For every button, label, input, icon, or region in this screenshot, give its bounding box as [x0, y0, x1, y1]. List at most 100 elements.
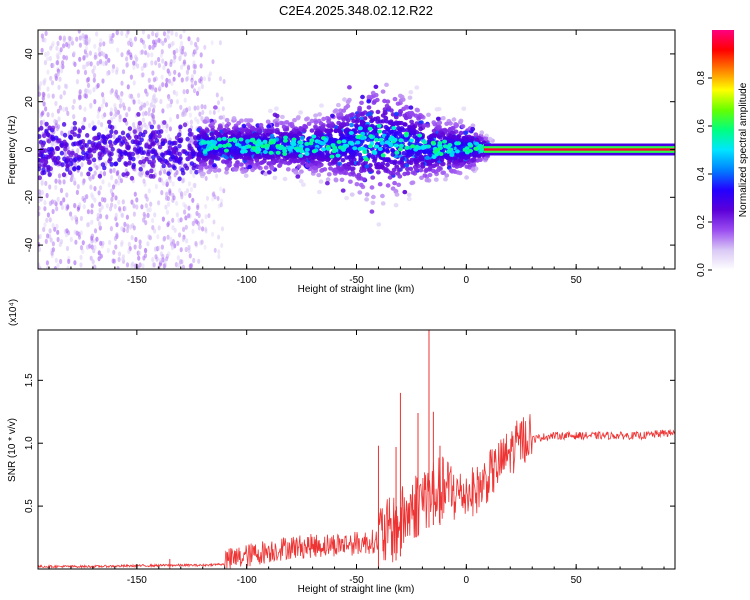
- spectrogram-cell: [217, 107, 221, 113]
- spectrogram-cell: [125, 171, 130, 177]
- spectrogram-cell: [189, 161, 195, 167]
- spectrogram-cell: [55, 159, 60, 165]
- spectrogram-cell: [470, 123, 476, 128]
- spectrogram-cell: [204, 228, 208, 234]
- spectrogram-cell: [161, 40, 165, 46]
- spectrogram-cell: [196, 135, 202, 141]
- spectrogram-cell: [182, 30, 186, 34]
- spectrogram-cell: [298, 153, 304, 158]
- spectrogram-cell: [396, 167, 402, 173]
- spectrogram-cell: [247, 155, 252, 160]
- spectrogram-cell: [366, 99, 372, 104]
- spectrogram-cell: [46, 165, 51, 171]
- spectrogram-cell: [107, 119, 112, 125]
- spectrogram-cell: [184, 165, 190, 171]
- y-tick-label: -20: [24, 190, 35, 205]
- spectrogram-cell: [465, 159, 471, 165]
- spectrogram-cell: [94, 135, 99, 141]
- spectrogram-cell: [163, 169, 167, 175]
- spectrogram-cell: [185, 238, 189, 244]
- spectrogram-cell: [357, 146, 363, 151]
- spectrogram-cell: [75, 219, 79, 225]
- spectrogram-cell: [456, 141, 461, 146]
- spectrogram-cell: [114, 212, 118, 218]
- spectrogram-cell: [428, 149, 434, 155]
- spectrogram-cell: [204, 176, 208, 181]
- spectrogram-cell: [204, 226, 208, 232]
- spectrogram-cell: [65, 192, 69, 198]
- spectrogram-cell: [138, 244, 142, 250]
- spectrogram-cell: [240, 127, 246, 133]
- spectrogram-cell: [40, 47, 44, 53]
- spectrogram-cell: [113, 106, 117, 112]
- spectrogram-cell: [113, 235, 118, 242]
- spectrogram-cell: [132, 99, 136, 105]
- spectrogram-cell: [117, 175, 121, 181]
- spectrogram-cell: [158, 257, 163, 263]
- spectrogram-cell: [205, 140, 211, 145]
- spectrogram-cell: [54, 135, 59, 141]
- spectrogram-cell: [370, 175, 376, 180]
- spectrogram-cell: [436, 106, 442, 112]
- spectrogram-cell: [414, 121, 420, 126]
- spectrogram-cell: [391, 167, 397, 172]
- spectrogram-cell: [165, 128, 169, 134]
- spectrogram-cell: [200, 104, 204, 110]
- spectrogram-cell: [120, 240, 124, 246]
- spectrogram-cell: [245, 139, 251, 144]
- spectrogram-cell: [402, 113, 408, 118]
- spectrogram-cell: [418, 126, 423, 132]
- spectrogram-cell: [313, 124, 318, 129]
- spectrogram-cell: [317, 140, 323, 145]
- spectrogram-cell: [86, 171, 91, 177]
- snr-y-axis-label: SNR (10 * v/v): [7, 418, 18, 482]
- spectrogram-cell: [440, 170, 446, 175]
- spectrogram-cell: [458, 118, 464, 124]
- spectrogram-cell: [78, 56, 82, 62]
- spectrogram-cell: [39, 81, 43, 87]
- spectrogram-cell: [54, 122, 58, 128]
- spectrogram-cell: [241, 145, 247, 150]
- spectrogram-cell: [167, 163, 172, 168]
- spectrogram-cell: [369, 209, 375, 214]
- spectrogram-cell: [348, 131, 354, 135]
- spectrogram-cell: [56, 236, 60, 243]
- spectrogram-cell: [230, 145, 236, 150]
- spectrogram-cell: [316, 151, 321, 156]
- spectrogram-cell: [211, 59, 215, 65]
- spectrogram-cell: [219, 202, 223, 208]
- spectrogram-cell: [59, 140, 64, 146]
- spectrogram-cell: [127, 160, 132, 166]
- spectrogram-cell: [187, 181, 192, 187]
- spectrogram-cell: [149, 132, 154, 138]
- spectrogram-cell: [207, 213, 211, 219]
- spectrogram-cell: [302, 128, 307, 133]
- spectrogram-cell: [76, 165, 81, 171]
- spectrogram-cell: [81, 125, 86, 131]
- spectrogram-cell: [115, 30, 120, 36]
- spectrogram-cell: [274, 122, 280, 128]
- spectrogram-cell: [113, 125, 117, 131]
- spectrogram-cell: [272, 128, 278, 133]
- spectrogram-cell: [138, 166, 143, 172]
- spectrogram-cell: [126, 84, 130, 90]
- spectrogram-cell: [387, 175, 393, 180]
- y-tick-label: 1.0: [24, 436, 35, 450]
- spectrogram-cell: [162, 263, 166, 269]
- spectrogram-cell: [102, 171, 107, 177]
- spectrogram-cell: [371, 150, 377, 155]
- spectrogram-cell: [200, 140, 206, 144]
- spectrogram-cell: [411, 128, 417, 133]
- spectrogram-cell: [169, 98, 174, 105]
- spectrogram-cell: [223, 148, 229, 153]
- spectrogram-cell: [50, 250, 54, 256]
- spectrogram-cell: [272, 175, 278, 180]
- spectrogram-cell: [98, 207, 102, 213]
- spectrogram-cell: [282, 148, 288, 153]
- spectrogram-cell: [160, 141, 166, 146]
- spectrogram-cell: [121, 69, 126, 75]
- spectrogram-cell: [147, 111, 151, 117]
- spectrogram-cell: [278, 131, 283, 137]
- y-tick-label: 1.5: [24, 373, 35, 387]
- spectrogram-cell: [431, 120, 437, 125]
